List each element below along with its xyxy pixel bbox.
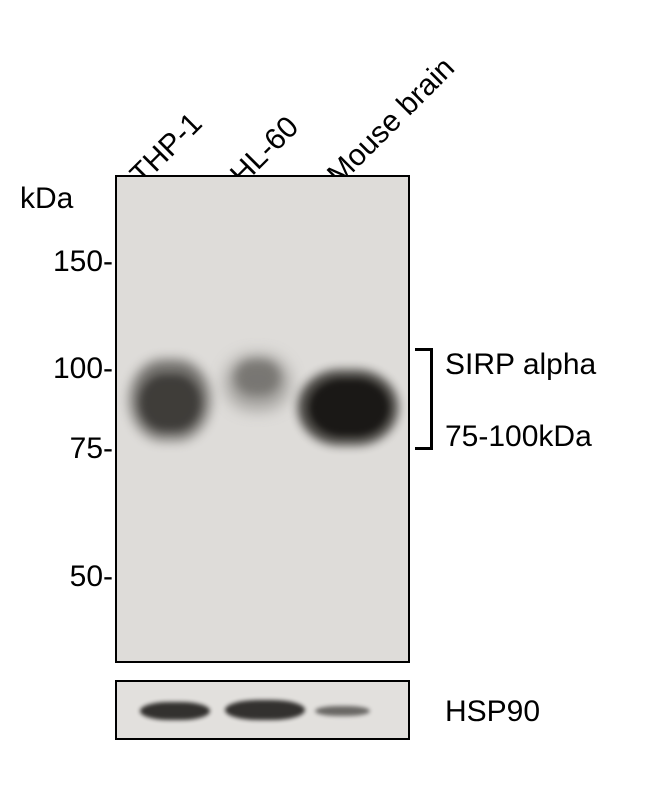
marker-150: 150- (28, 245, 113, 279)
control-band-mousebrain (315, 706, 370, 716)
band-hl60-core (235, 360, 280, 395)
marker-50: 50- (46, 560, 113, 594)
label-size-range: 75-100kDa (445, 420, 592, 454)
label-hsp90: HSP90 (445, 695, 540, 729)
control-band-hl60 (225, 700, 305, 720)
lane-label-mousebrain: Mouse brain (321, 51, 462, 192)
band-mousebrain-core (310, 380, 388, 435)
label-sirp-alpha: SIRP alpha (445, 348, 596, 382)
marker-100: 100- (28, 352, 113, 386)
control-band-thp1 (140, 702, 210, 720)
kda-header: kDa (20, 182, 73, 216)
marker-75: 75- (46, 432, 113, 466)
band-bracket (415, 348, 433, 450)
band-thp1-core (140, 375, 200, 430)
